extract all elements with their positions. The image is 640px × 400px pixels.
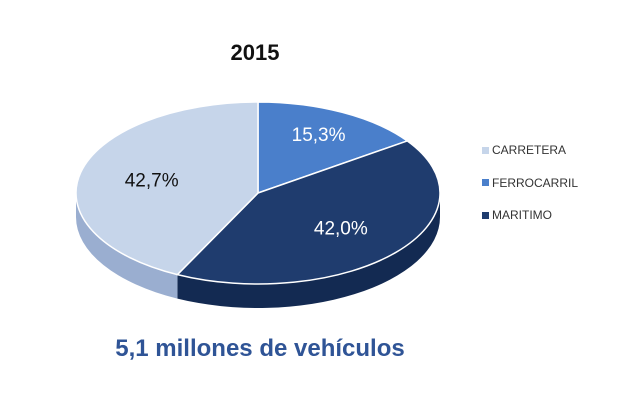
chart-subtitle: 5,1 millones de vehículos <box>115 335 405 362</box>
pie-side-carretera <box>76 193 178 299</box>
legend-swatch-ferrocarril <box>482 179 489 186</box>
legend-item-ferrocarril: FERROCARRIL <box>482 176 578 190</box>
pie-slice-maritimo <box>175 140 441 285</box>
pie-side-maritimo <box>177 193 440 308</box>
pie-slice-carretera <box>75 101 259 276</box>
slice-label-maritimo: 42,0% <box>314 219 368 240</box>
legend-label-carretera: CARRETERA <box>492 143 567 157</box>
legend-label-maritimo: MARITIMO <box>492 208 552 222</box>
chart-title: 2015 <box>230 40 280 65</box>
legend-item-maritimo: MARITIMO <box>482 208 578 222</box>
legend-label-ferrocarril: FERROCARRIL <box>492 175 579 190</box>
legend: CARRETERA FERROCARRIL MARITIMO <box>482 143 578 241</box>
slice-label-carretera: 42,7% <box>125 171 179 192</box>
slice-label-ferrocarril: 15,3% <box>292 125 346 146</box>
legend-swatch-carretera <box>482 146 489 154</box>
pie-slice-ferrocarril <box>257 101 409 195</box>
legend-swatch-maritimo <box>482 211 489 219</box>
legend-item-carretera: CARRETERA <box>482 143 578 157</box>
